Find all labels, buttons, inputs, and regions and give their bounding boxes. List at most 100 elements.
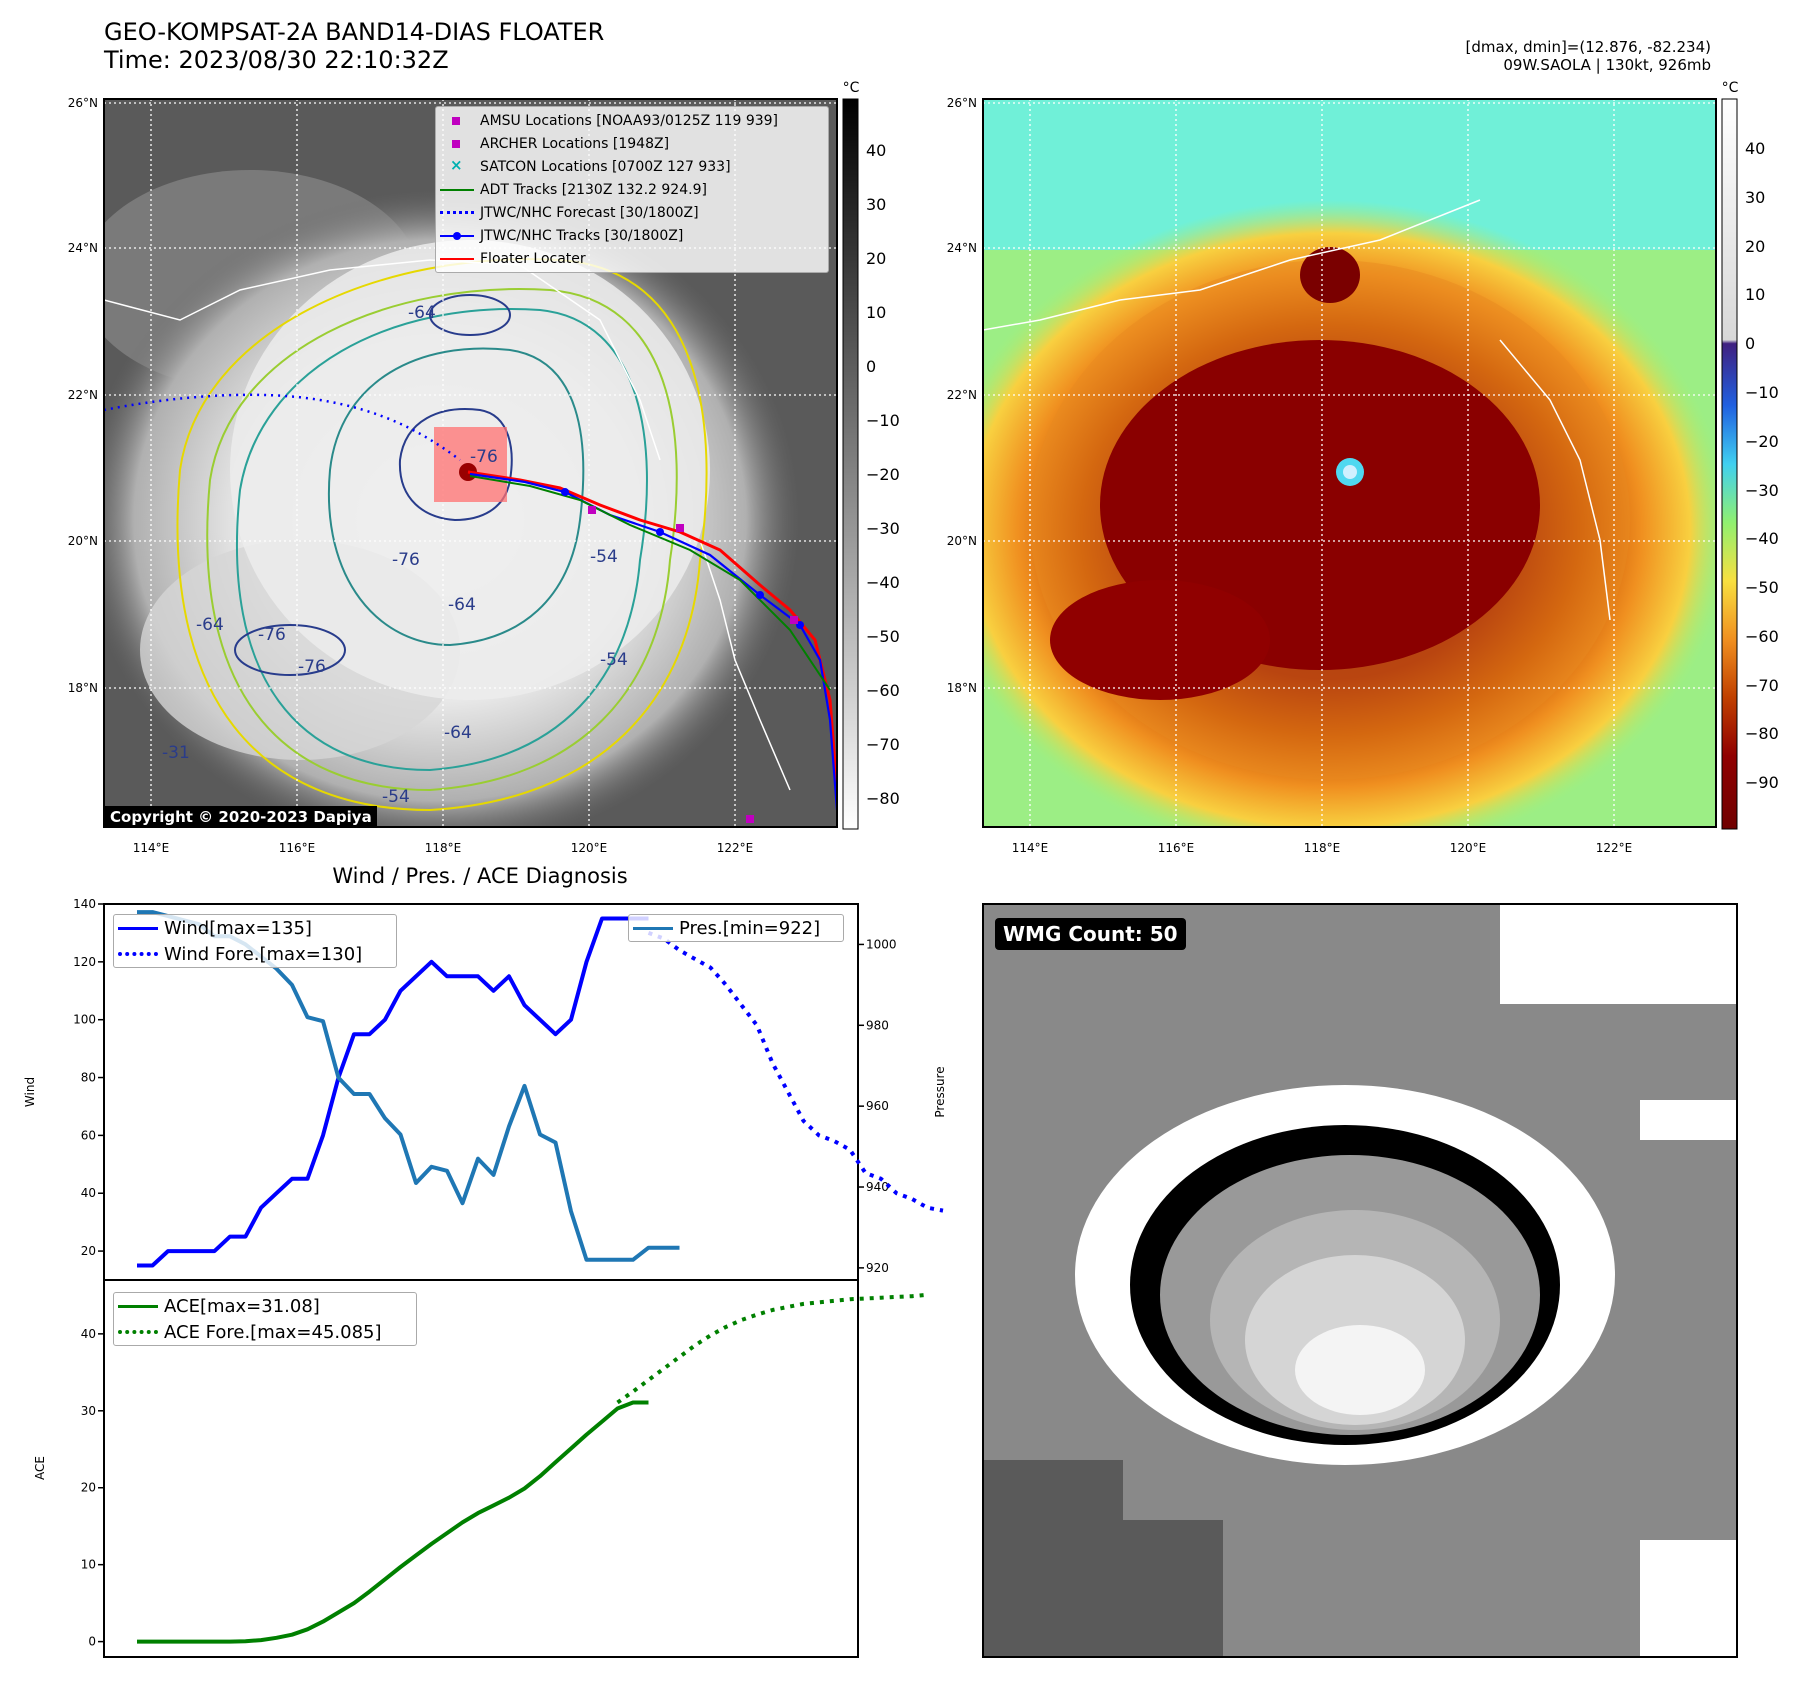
lon-label: 114°E: [1012, 841, 1049, 855]
dotted-line-icon: [118, 1325, 158, 1339]
square-marker-icon: [440, 114, 474, 128]
copyright-label: Copyright © 2020-2023 Dapiya: [105, 806, 377, 828]
left-colorbar-ticks: 40 30 20 10 0 −10 −20 −30 −40 −50 −60 −7…: [866, 141, 900, 808]
cb-tick: −10: [866, 411, 900, 430]
line-dot-icon: [440, 229, 474, 243]
legend-label: JTWC/NHC Forecast [30/1800Z]: [480, 204, 699, 221]
tick-label: 20: [81, 1481, 96, 1495]
lon-label: 118°E: [425, 841, 462, 855]
tick-label: 960: [866, 1099, 889, 1113]
right-colorbar: [1721, 98, 1738, 830]
tick-label: 120: [73, 955, 96, 969]
pressure-axis-label: Pressure: [933, 1066, 947, 1117]
cb-tick: −20: [1745, 432, 1779, 451]
tick-label: 40: [81, 1186, 96, 1200]
tick-label: 30: [81, 1404, 96, 1418]
lon-label: 118°E: [1304, 841, 1341, 855]
tick-label: 0: [88, 1635, 96, 1649]
legend-item-adt: ADT Tracks [2130Z 132.2 924.9]: [436, 178, 828, 201]
lat-label: 20°N: [947, 534, 977, 548]
line-marker-icon: [633, 921, 673, 935]
contour-label: -54: [600, 650, 628, 670]
cb-tick: −70: [866, 735, 900, 754]
tick-label: 940: [866, 1180, 889, 1194]
line-marker-icon: [118, 1299, 158, 1313]
lat-label: 22°N: [68, 388, 98, 402]
cb-tick: 10: [1745, 285, 1765, 304]
cb-tick: −60: [866, 681, 900, 700]
legend-item-floater: Floater Locater: [436, 247, 828, 270]
dmax-dmin-label: [dmax, dmin]=(12.876, -82.234): [1465, 38, 1711, 56]
lon-label: 122°E: [717, 841, 754, 855]
cb-tick: 0: [1745, 334, 1755, 353]
contour-label: -64: [444, 723, 472, 743]
cb-tick: 0: [866, 357, 876, 376]
right-map-lat-labels: 26°N 24°N 22°N 20°N 18°N: [947, 96, 977, 695]
legend-label: Floater Locater: [480, 250, 586, 267]
right-colorbar-ticks: 40 30 20 10 0 −10 −20 −30 −40 −50 −60 −7…: [1745, 139, 1779, 792]
legend-label: SATCON Locations [0700Z 127 933]: [480, 158, 731, 175]
left-map-lon-labels: 114°E 116°E 118°E 120°E 122°E: [133, 841, 754, 855]
ir-map-right: [983, 99, 1716, 827]
line-marker-icon: [440, 252, 474, 266]
legend-item-pres: Pres.[min=922]: [629, 915, 843, 941]
lat-label: 22°N: [947, 388, 977, 402]
cb-tick: −90: [1745, 773, 1779, 792]
diagnosis-charts: Wind / Pres. / ACE Diagnosis Wind Pressu…: [23, 864, 947, 1658]
x-marker-icon: ×: [450, 155, 463, 174]
ace-axis-label: ACE: [33, 1456, 47, 1480]
cb-tick: 30: [866, 195, 886, 214]
lon-label: 116°E: [1158, 841, 1195, 855]
cb-tick: −70: [1745, 676, 1779, 695]
lat-label: 26°N: [68, 96, 98, 110]
tick-label: 60: [81, 1128, 96, 1142]
contour-label: -76: [298, 657, 326, 677]
legend-item-ace: ACE[max=31.08]: [114, 1293, 416, 1319]
cb-tick: −30: [866, 519, 900, 538]
storm-info: [dmax, dmin]=(12.876, -82.234) 09W.SAOLA…: [1466, 38, 1711, 74]
lat-label: 20°N: [68, 534, 98, 548]
tick-label: 1000: [866, 937, 897, 951]
ir-map-left: [104, 99, 837, 827]
lat-label: 18°N: [68, 681, 98, 695]
legend-label: ADT Tracks [2130Z 132.2 924.9]: [480, 181, 707, 198]
lat-label: 26°N: [947, 96, 977, 110]
cb-tick: −60: [1745, 627, 1779, 646]
cb-tick: −20: [866, 465, 900, 484]
cb-tick: −40: [1745, 529, 1779, 548]
right-colorbar-unit: °C: [1722, 80, 1739, 96]
lon-label: 120°E: [1450, 841, 1487, 855]
tick-label: 80: [81, 1071, 96, 1085]
cb-tick: −80: [866, 789, 900, 808]
cb-tick: −30: [1745, 481, 1779, 500]
legend-label: Wind Fore.[max=130]: [164, 943, 363, 965]
pres-legend: Pres.[min=922]: [628, 914, 844, 942]
contour-label: -64: [448, 595, 476, 615]
contour-label: -64: [196, 615, 224, 635]
tick-label: 980: [866, 1018, 889, 1032]
lon-label: 120°E: [571, 841, 608, 855]
cb-tick: −40: [866, 573, 900, 592]
contour-label: -76: [470, 447, 498, 467]
contour-label: -31: [162, 743, 190, 763]
tracks-legend: AMSU Locations [NOAA93/0125Z 119 939] AR…: [435, 106, 829, 273]
right-map-lon-labels: 114°E 116°E 118°E 120°E 122°E: [1012, 841, 1633, 855]
lat-label: 24°N: [68, 241, 98, 255]
series-line: [616, 1292, 928, 1405]
legend-item-wind-fore: Wind Fore.[max=130]: [114, 941, 396, 967]
tick-label: 100: [73, 1013, 96, 1027]
legend-item-ace-fore: ACE Fore.[max=45.085]: [114, 1319, 416, 1345]
wmg-panel: [983, 904, 1737, 1657]
legend-item-satcon: × SATCON Locations [0700Z 127 933]: [436, 155, 828, 178]
cb-tick: 20: [1745, 237, 1765, 256]
series-line: [647, 931, 944, 1213]
legend-label: Wind[max=135]: [164, 917, 312, 939]
wmg-count-badge: WMG Count: 50: [995, 918, 1186, 950]
cb-tick: −10: [1745, 383, 1779, 402]
tick-label: 920: [866, 1261, 889, 1275]
contour-label: -76: [258, 625, 286, 645]
ace-axes: [103, 1279, 859, 1658]
series-line: [137, 916, 649, 1268]
legend-item-archer: ARCHER Locations [1948Z]: [436, 132, 828, 155]
